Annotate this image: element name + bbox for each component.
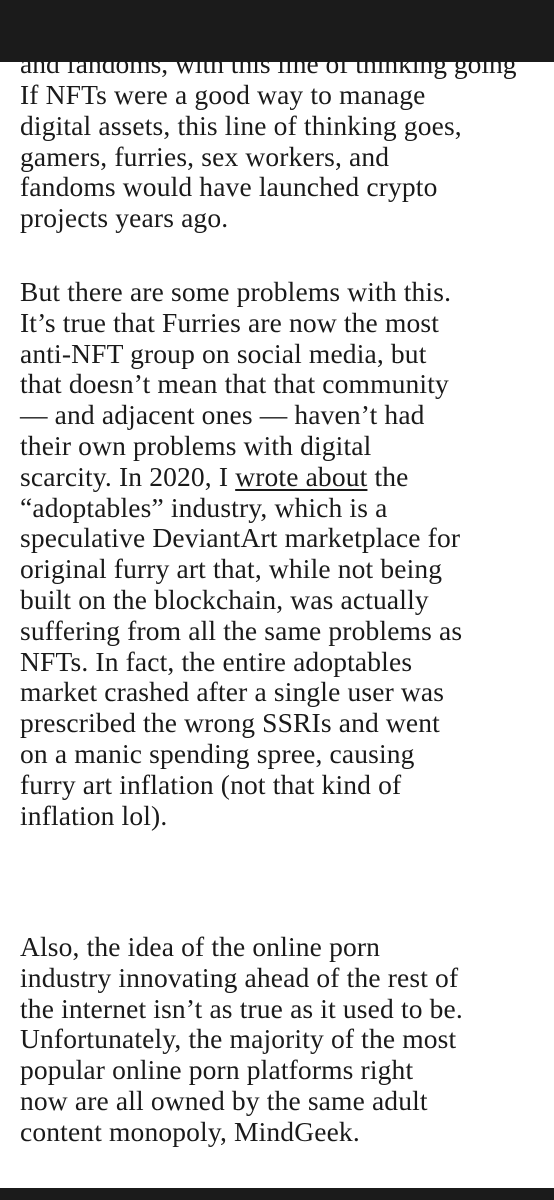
bottom-bar <box>0 1188 554 1200</box>
paragraph-text-after-link: the “adoptables” industry, which is a sp… <box>20 460 463 831</box>
wrote-about-link[interactable]: wrote about <box>235 460 368 492</box>
paragraph-adoptables: But there are some problems with this. I… <box>20 276 540 831</box>
paragraph-porn-industry: Also, the idea of the online porn indust… <box>20 931 463 1147</box>
article-body[interactable]: and fandoms, with this line of thinking … <box>0 62 554 1188</box>
status-bar <box>0 0 554 62</box>
paragraph-text-before-link: But there are some problems with this. I… <box>20 276 452 492</box>
paragraph-nft-assets: If NFTs were a good way to manage digita… <box>20 79 462 234</box>
partially-visible-line: and fandoms, with this line of thinking … <box>20 62 517 79</box>
